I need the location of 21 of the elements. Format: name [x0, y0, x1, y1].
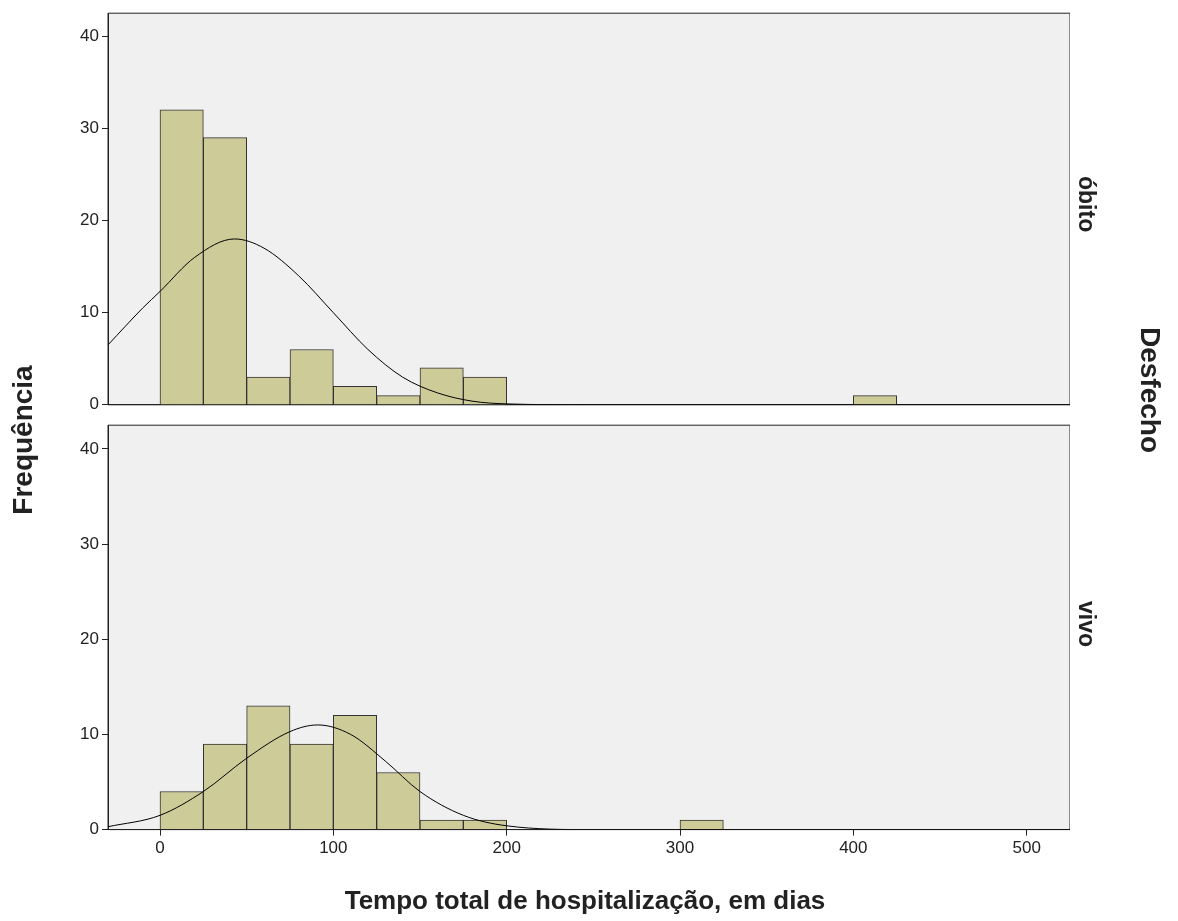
x-tick-label: 0 [155, 838, 165, 858]
x-tick-label: 300 [665, 838, 695, 858]
x-tick-label: 400 [839, 838, 868, 858]
y-tick-label: 30 [80, 533, 99, 553]
x-tick-label: 200 [492, 838, 521, 858]
y-axis-title: Frequência [6, 365, 39, 515]
text: vivo [1073, 601, 1100, 648]
y-tick-label: 10 [80, 724, 99, 744]
y-tick-label: 30 [80, 118, 99, 138]
y-tick-label: 0 [89, 819, 99, 839]
y-tick-label: 10 [80, 302, 99, 322]
y-tick-label: 20 [80, 210, 99, 230]
y2-axis-title: Desfecho [1134, 326, 1167, 454]
x-tick-label: 100 [319, 838, 348, 858]
x-axis-title: Tempo total de hospitalização, em dias [343, 885, 827, 916]
y-tick-label: 0 [89, 394, 99, 414]
y-tick-label: 40 [80, 438, 99, 458]
text: óbito [1073, 175, 1100, 232]
x-tick-label: 500 [1012, 838, 1041, 858]
y-tick-label: 40 [80, 25, 99, 45]
y-tick-label: 20 [80, 628, 99, 648]
